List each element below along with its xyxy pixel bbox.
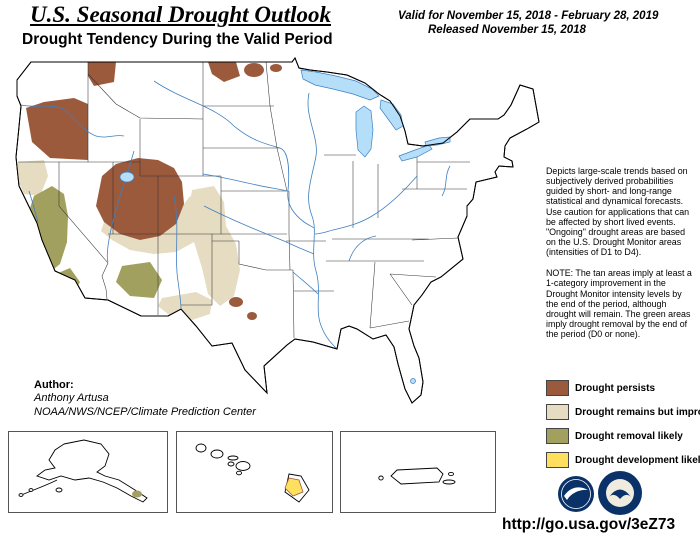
- valid-period-text: Valid for November 15, 2018 - February 2…: [398, 10, 659, 22]
- noaa-gull-icon: [564, 487, 588, 500]
- author-org: NOAA/NWS/NCEP/Climate Prediction Center: [34, 405, 256, 418]
- legend-label-improves: Drought remains but improves: [575, 406, 700, 418]
- legend-row-develop: Drought development likely: [546, 452, 700, 468]
- drought-region-persists: [244, 63, 264, 77]
- legend-swatch-persists: [546, 380, 569, 396]
- legend-swatch-removal: [546, 428, 569, 444]
- note-text: NOTE: The tan areas imply at least a 1-c…: [546, 268, 692, 340]
- kahoolawe: [236, 470, 242, 476]
- drought-region-persists: [96, 158, 184, 240]
- kodiak-island: [55, 487, 63, 493]
- drought-region-persists: [229, 297, 243, 307]
- puerto-rico-inset-map: [378, 467, 456, 485]
- lanai: [227, 461, 235, 467]
- lake-superior: [300, 69, 380, 101]
- author-label: Author:: [34, 379, 74, 391]
- aleutian-islands: [18, 479, 58, 497]
- noaa-logo: [558, 476, 594, 512]
- drought-region-persists: [26, 98, 88, 160]
- legend-swatch-develop: [546, 452, 569, 468]
- state-borders: [18, 61, 470, 339]
- maui: [235, 461, 251, 471]
- legend-label-develop: Drought development likely: [575, 454, 700, 466]
- molokai: [227, 455, 239, 461]
- alaska-drought-removal-spot: [132, 490, 142, 498]
- released-date-text: Released November 15, 2018: [428, 24, 586, 37]
- drought-region-improves: [17, 160, 48, 196]
- great-salt-lake: [119, 171, 135, 183]
- puerto-rico-inset: [340, 431, 496, 513]
- drought-region-persists: [247, 312, 257, 320]
- legend-swatch-improves: [546, 404, 569, 420]
- hawaii-inset: [176, 431, 333, 513]
- drought-regions: [17, 62, 282, 320]
- great-lakes: [119, 69, 451, 384]
- oahu: [210, 449, 224, 459]
- aleutian-island-dot: [18, 493, 24, 497]
- conus-outline: [15, 56, 540, 404]
- description-text: Depicts large-scale trends based on subj…: [546, 166, 690, 258]
- alaska-inset-map: [18, 439, 148, 503]
- drought-region-improves: [188, 186, 240, 306]
- lake-okeechobee: [410, 378, 416, 384]
- hawaii-drought-development-area: [284, 477, 304, 497]
- valid-period-block: Valid for November 15, 2018 - February 2…: [398, 9, 658, 38]
- legend: Drought persists Drought remains but imp…: [546, 380, 700, 476]
- kauai: [195, 443, 207, 453]
- hawaii-inset-map: [195, 443, 310, 503]
- puerto-rico-island: [390, 467, 444, 485]
- lake-huron: [379, 99, 404, 131]
- page-subtitle: Drought Tendency During the Valid Period: [22, 31, 333, 48]
- legend-row-improves: Drought remains but improves: [546, 404, 700, 420]
- legend-row-removal: Drought removal likely: [546, 428, 700, 444]
- drought-region-persists: [208, 62, 240, 82]
- drought-region-improves: [158, 292, 212, 320]
- author-block: Author: Anthony Artusa NOAA/NWS/NCEP/Cli…: [34, 379, 256, 419]
- author-name: Anthony Artusa: [34, 392, 109, 405]
- drought-region-persists: [88, 62, 116, 86]
- commerce-logo: [598, 471, 642, 515]
- lake-michigan: [355, 105, 374, 158]
- alaska-inset: [8, 431, 168, 513]
- drought-region-removal: [116, 262, 162, 298]
- description-column: Depicts large-scale trends based on subj…: [546, 166, 696, 350]
- vieques: [442, 479, 456, 485]
- info-url: http://go.usa.gov/3eZ73: [502, 516, 676, 533]
- legend-row-persists: Drought persists: [546, 380, 700, 396]
- culebra: [448, 471, 454, 477]
- drought-region-persists: [270, 64, 282, 72]
- alaska-landmass: [36, 439, 148, 503]
- commerce-eagle-icon: [609, 489, 631, 499]
- lake-erie: [398, 144, 433, 162]
- conus-map: [15, 56, 540, 404]
- mona-island: [378, 475, 384, 481]
- page-title: U.S. Seasonal Drought Outlook: [30, 2, 331, 27]
- aleutian-island-dot: [28, 488, 34, 492]
- legend-label-persists: Drought persists: [575, 382, 656, 394]
- legend-label-removal: Drought removal likely: [575, 430, 683, 442]
